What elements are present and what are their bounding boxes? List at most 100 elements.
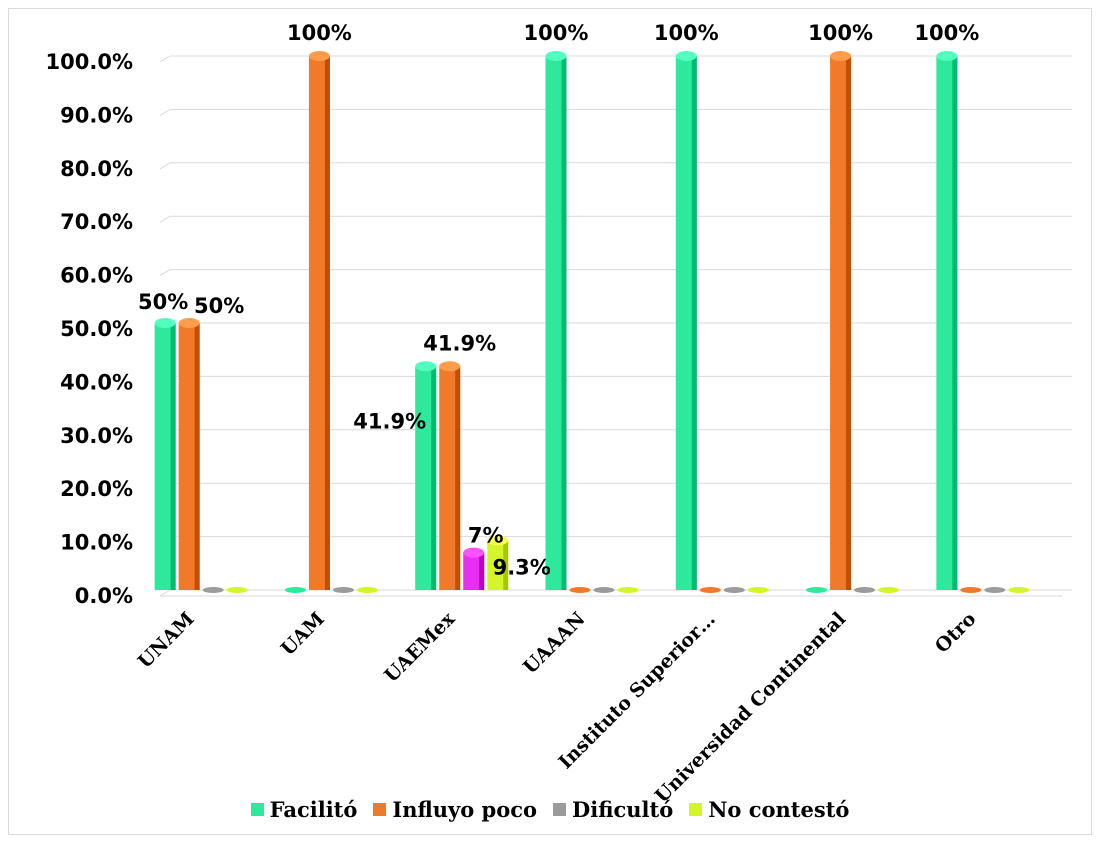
bar [356,587,378,593]
legend-swatch [250,803,264,816]
y-tick-label: 20.0% [60,477,133,501]
bar-shade [455,366,461,590]
bar [854,587,876,593]
bar-body [545,56,567,590]
bar [415,361,437,590]
legend-label: No contestó [708,797,850,822]
bar [226,587,248,593]
bar-shade [952,56,958,590]
bar [178,318,200,590]
gridline-depth [159,269,171,277]
bar-cap [545,51,567,61]
bar-shade [170,323,176,590]
bar-zero-disk [202,587,224,593]
bar-cap [415,361,437,372]
bar-zero-disk [593,587,615,593]
bar-zero-disk [699,587,721,593]
bar-shade [691,56,697,590]
data-label: 100% [914,21,979,45]
legend-item: Facilitó [250,797,357,822]
bar-body [415,366,437,590]
legend-swatch [689,803,703,816]
bar-cap [487,535,509,546]
bar-shade [479,552,485,590]
legend-label: Dificultó [572,797,674,822]
bar [593,587,615,593]
gridline-depth [159,55,171,63]
bar-zero-disk [984,587,1006,593]
y-tick-label: 70.0% [60,210,133,234]
y-tick-label: 90.0% [60,103,133,127]
bar [463,547,485,590]
bar [747,587,769,593]
data-label: 100% [654,21,719,45]
bar-zero-disk [226,587,248,593]
bar-body [154,323,176,590]
bar-body [308,56,330,590]
gridline-depth [159,162,171,170]
bar-zero-disk [806,587,828,593]
data-label: 50% [138,290,188,314]
x-tick-label: UAEMex [380,608,459,687]
data-label: 100% [808,21,873,45]
bar [439,361,461,590]
legend-item: Influyo poco [373,797,537,822]
data-label: 100% [524,21,589,45]
y-tick-label: 10.0% [60,531,133,555]
y-tick-label: 30.0% [60,424,133,448]
bar [723,587,745,593]
y-tick-label: 0.0% [75,584,133,608]
data-label: 50% [194,294,244,318]
y-tick-label: 60.0% [60,264,133,288]
legend-swatch [553,803,567,816]
bar-shade [503,540,509,590]
legend-item: No contestó [689,797,849,822]
bar-cap [830,51,852,61]
bar-zero-disk [878,587,900,593]
bar-body [830,56,852,590]
bar-cap [675,51,697,61]
bar [487,535,509,590]
bar-body [936,56,958,590]
bar [569,587,591,593]
bar-body [675,56,697,590]
bar-zero-disk [356,587,378,593]
data-label: 41.9% [353,409,426,433]
bar-shade [561,56,567,590]
bar-cap [178,318,200,328]
x-tick-label: UAAAN [519,608,589,678]
bar-zero-disk [617,587,639,593]
legend-swatch [373,803,387,816]
y-tick-label: 50.0% [60,317,133,341]
bar-zero-disk [723,587,745,593]
x-tick-label: UNAM [134,608,199,673]
bar [878,587,900,593]
legend-item: Dificultó [553,797,673,822]
bar [960,587,982,593]
gridline-depth [159,108,171,116]
y-tick-label: 80.0% [60,157,133,181]
bar-shade [846,56,852,590]
bar-cap [308,51,330,61]
bar-zero-disk [332,587,354,593]
bar-body [178,323,200,590]
legend-label: Influyo poco [392,797,538,822]
x-tick-label: Otro [931,608,981,658]
y-tick-label: 100.0% [46,50,133,74]
bar [699,587,721,593]
bar [202,587,224,593]
data-label: 41.9% [423,331,496,355]
gridline-depth [159,215,171,223]
bar-body [463,552,485,590]
bar [675,51,697,590]
y-axis-ticks: 0.0% 10.0% 20.0% 30.0% 40.0% 50.0% 60.0% 70.0% 8… [46,50,133,608]
bar-zero-disk [569,587,591,593]
bar-zero-disk [854,587,876,593]
data-label: 100% [287,21,352,45]
x-tick-label: UAM [277,608,329,660]
bar-cap [463,547,485,558]
data-labels: 50% 50% 100% 41.9% 41.9% 7% 9.3% 100% 100% 100% 10… [138,21,979,579]
bar-zero-disk [747,587,769,593]
